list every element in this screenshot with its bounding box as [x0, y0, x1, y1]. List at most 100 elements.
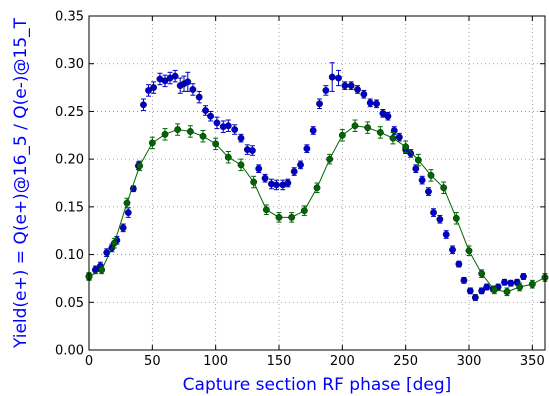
data-point: [161, 130, 169, 138]
data-point: [335, 74, 342, 82]
data-point: [300, 207, 308, 215]
data-point: [136, 162, 144, 170]
data-point: [442, 231, 450, 238]
data-point: [465, 247, 473, 255]
data-point: [123, 199, 131, 207]
data-point: [174, 126, 182, 133]
data-point: [110, 239, 118, 247]
data-point: [303, 145, 311, 153]
x-tick-label: 300: [457, 354, 482, 369]
data-point: [297, 161, 304, 169]
data-point: [186, 128, 194, 135]
data-point: [290, 168, 298, 175]
data-point: [430, 209, 437, 216]
data-point: [425, 188, 432, 195]
data-point: [145, 87, 152, 94]
data-point: [354, 86, 361, 93]
x-tick-label: 100: [203, 354, 228, 369]
data-point: [248, 147, 256, 154]
data-point: [395, 133, 403, 141]
data-point: [199, 132, 207, 140]
data-point: [171, 72, 179, 80]
data-point: [366, 99, 374, 107]
data-point: [452, 214, 460, 222]
data-point: [364, 124, 372, 132]
data-point: [460, 276, 468, 284]
data-point: [351, 122, 359, 130]
data-point: [250, 178, 258, 186]
data-point: [284, 179, 292, 187]
data-point: [124, 209, 132, 216]
data-point: [360, 90, 368, 98]
data-point: [414, 156, 422, 164]
series-layer: [85, 62, 549, 301]
data-point: [347, 82, 355, 90]
x-tick-label: 50: [144, 354, 161, 369]
data-point: [148, 139, 156, 147]
data-point: [412, 165, 420, 173]
series-1: [85, 119, 549, 297]
data-point: [471, 294, 479, 301]
data-point: [255, 165, 263, 173]
data-point: [213, 119, 221, 127]
data-point: [501, 278, 508, 286]
data-point: [379, 109, 387, 117]
data-point: [478, 287, 486, 295]
data-point: [261, 174, 269, 182]
data-point: [338, 131, 346, 139]
x-tick-label: 150: [267, 354, 292, 369]
data-point: [202, 107, 209, 114]
y-axis-label: Yield(e+) = Q(e+)@16_5 / Q(e-)@15_T: [11, 17, 31, 349]
data-point: [402, 143, 410, 151]
data-point: [466, 287, 474, 295]
data-point: [189, 86, 197, 93]
x-tick-label: 0: [85, 354, 93, 369]
data-point: [478, 270, 486, 278]
y-tick-label: 0.05: [55, 296, 84, 311]
data-point: [436, 215, 444, 223]
x-tick-label: 200: [330, 354, 355, 369]
data-point: [328, 73, 336, 81]
y-tick-label: 0.10: [55, 248, 84, 263]
data-point: [288, 213, 296, 221]
data-point: [237, 161, 245, 169]
data-point: [326, 155, 334, 163]
data-point: [341, 82, 349, 90]
data-point: [309, 127, 317, 134]
data-point: [455, 260, 463, 268]
data-point: [528, 280, 536, 288]
data-point: [161, 77, 169, 85]
data-point: [237, 134, 245, 142]
data-point: [231, 126, 239, 133]
series-0: [85, 62, 527, 301]
data-point: [224, 122, 232, 130]
data-point: [273, 181, 280, 189]
data-point: [262, 206, 270, 214]
data-point: [140, 101, 147, 109]
data-point: [389, 134, 397, 142]
data-point: [373, 100, 380, 108]
y-tick-label: 0.20: [55, 153, 84, 168]
data-point: [384, 112, 392, 120]
data-point: [427, 171, 435, 179]
data-point: [316, 100, 323, 108]
data-point: [449, 246, 456, 254]
x-tick-label: 250: [393, 354, 418, 369]
data-point: [184, 78, 192, 86]
data-point: [98, 266, 106, 274]
data-point: [520, 273, 527, 280]
data-point: [507, 279, 515, 287]
data-point: [207, 112, 215, 120]
y-tick-label: 0.15: [55, 200, 84, 215]
x-tick-label: 350: [520, 354, 545, 369]
data-point: [503, 288, 511, 296]
data-point: [376, 129, 384, 136]
data-point: [195, 93, 203, 101]
data-point: [150, 84, 158, 91]
y-tick-label: 0.35: [55, 10, 84, 25]
y-tick-label: 0.30: [55, 57, 84, 72]
data-point: [516, 283, 524, 291]
y-tick-label: 0.00: [55, 344, 84, 359]
